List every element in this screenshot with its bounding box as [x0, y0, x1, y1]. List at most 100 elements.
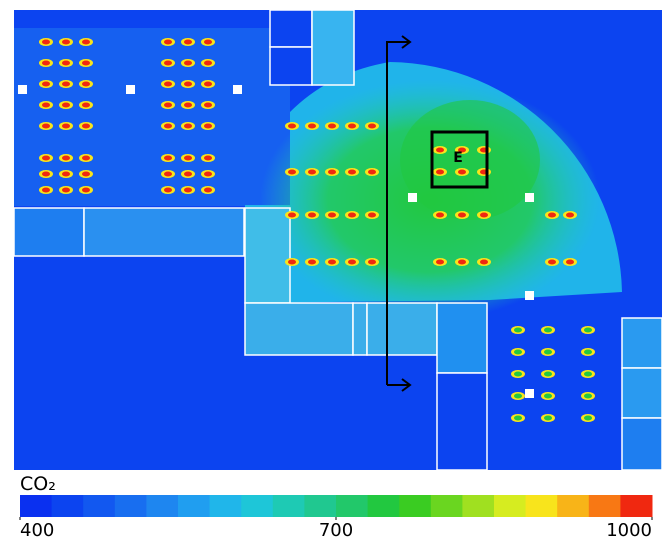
hotspot: [584, 416, 592, 421]
hotspot: [204, 40, 212, 45]
hotspot: [184, 156, 192, 161]
hotspot: [348, 260, 356, 265]
hotspot: [42, 61, 50, 66]
hotspot: [164, 82, 172, 87]
hotspot: [204, 124, 212, 129]
colorbar-cell: [557, 495, 589, 517]
column: [18, 85, 27, 94]
colorbar-cell: [336, 495, 368, 517]
hotspot: [62, 103, 70, 108]
room: [270, 47, 312, 85]
hotspot: [204, 172, 212, 177]
room: [622, 418, 662, 470]
hotspot: [42, 124, 50, 129]
hotspot: [164, 156, 172, 161]
hotspot: [184, 40, 192, 45]
hotspot: [308, 260, 316, 265]
hotspot: [42, 82, 50, 87]
room: [270, 10, 312, 47]
hotspot: [544, 416, 552, 421]
hotspot: [164, 188, 172, 193]
hotspot: [514, 394, 522, 399]
hotspot: [368, 213, 376, 218]
hotspot: [348, 124, 356, 129]
hotspot: [42, 156, 50, 161]
room: [437, 303, 487, 373]
hotspot: [514, 372, 522, 377]
colorbar-cell: [620, 495, 652, 517]
colorbar-cell: [20, 495, 52, 517]
room: [245, 303, 353, 355]
room: [312, 10, 354, 85]
hotspot: [204, 82, 212, 87]
column: [525, 389, 534, 398]
hotspot: [42, 188, 50, 193]
hotspot: [164, 124, 172, 129]
hotspot: [544, 350, 552, 355]
hotspot: [368, 124, 376, 129]
room: [84, 208, 244, 256]
colorbar-cell: [589, 495, 621, 517]
hotspot: [548, 260, 556, 265]
hotspot: [566, 260, 574, 265]
hotspot: [184, 124, 192, 129]
hotspot: [544, 328, 552, 333]
hotspot: [82, 40, 90, 45]
hotspot: [62, 124, 70, 129]
hotspot: [288, 260, 296, 265]
hotspot: [184, 82, 192, 87]
hotspot: [42, 172, 50, 177]
room: [437, 373, 487, 470]
hotspot: [368, 260, 376, 265]
colorbar-cell: [494, 495, 526, 517]
hotspot: [480, 213, 488, 218]
hotspot: [62, 82, 70, 87]
hotspot: [458, 213, 466, 218]
hotspot: [584, 328, 592, 333]
hotspot: [368, 170, 376, 175]
colorbar-cell: [52, 495, 84, 517]
hotspot: [348, 170, 356, 175]
hotspot: [82, 82, 90, 87]
co2-contour-figure: E CO₂ 4007001000: [0, 0, 672, 541]
room: [622, 368, 662, 418]
hotspot: [184, 61, 192, 66]
hotspot: [544, 394, 552, 399]
hotspot: [82, 188, 90, 193]
column: [525, 291, 534, 300]
zone-left: [14, 28, 290, 206]
room: [367, 303, 437, 355]
column: [233, 85, 242, 94]
colorbar: 4007001000: [20, 495, 653, 541]
hotspot: [584, 350, 592, 355]
colorbar-cell: [115, 495, 147, 517]
hotspot: [62, 172, 70, 177]
page: E CO₂ 4007001000 (() => { const data = J…: [0, 0, 672, 541]
hotspot: [308, 213, 316, 218]
hotspot: [82, 172, 90, 177]
zone-high: [400, 100, 540, 220]
room: [245, 208, 290, 303]
colorbar-tick-label: 1000: [606, 520, 652, 541]
hotspot: [82, 124, 90, 129]
hotspot: [204, 103, 212, 108]
column: [126, 85, 135, 94]
hotspot: [288, 213, 296, 218]
hotspot: [164, 172, 172, 177]
colorbar-cell: [273, 495, 305, 517]
room: [622, 318, 662, 368]
hotspot: [184, 172, 192, 177]
column: [408, 193, 417, 202]
colorbar-cell: [146, 495, 178, 517]
hotspot: [548, 213, 556, 218]
hotspot: [164, 103, 172, 108]
hotspot: [204, 156, 212, 161]
hotspot: [514, 416, 522, 421]
hotspot: [62, 40, 70, 45]
hotspot: [480, 260, 488, 265]
hotspot: [184, 188, 192, 193]
colorbar-title: CO₂: [20, 473, 56, 495]
room: [353, 303, 367, 355]
hotspot: [82, 61, 90, 66]
hotspot: [288, 170, 296, 175]
